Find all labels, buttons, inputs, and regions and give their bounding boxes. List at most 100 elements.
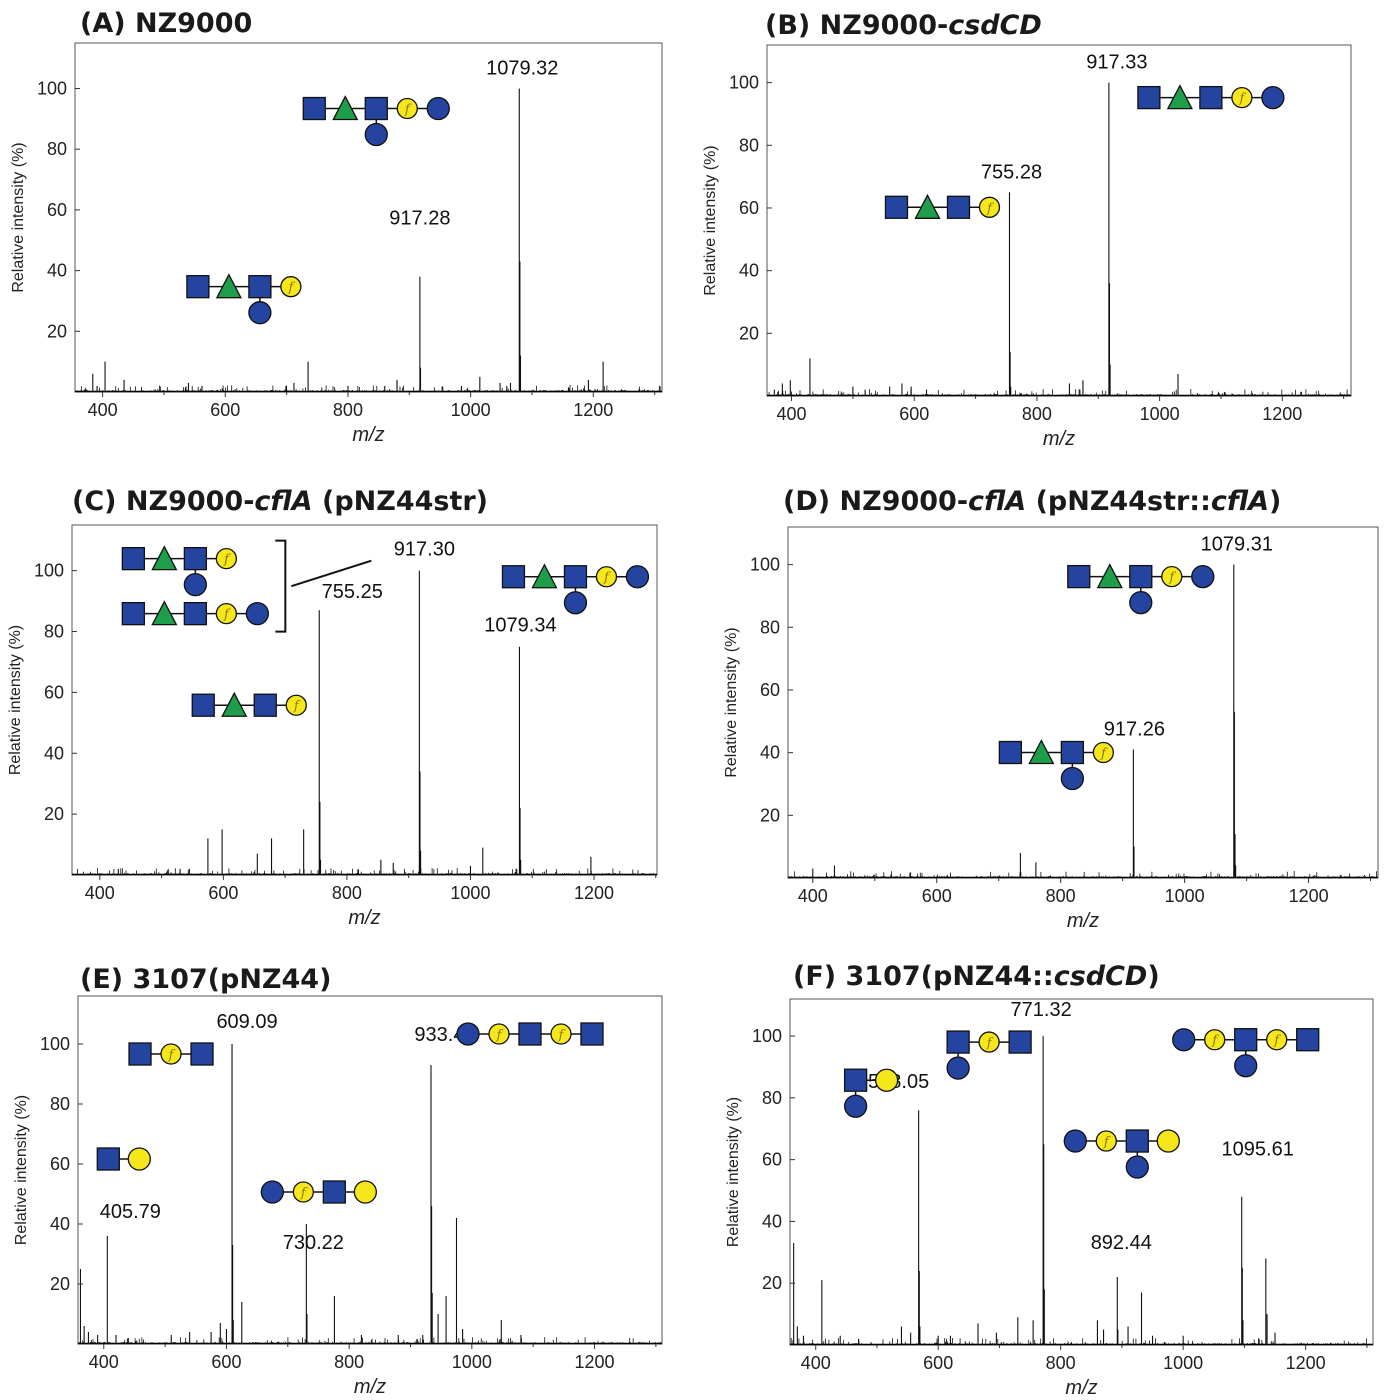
peak-mz-label: 730.22 (283, 1232, 344, 1254)
y-tick-label: 100 (34, 561, 64, 581)
y-tick-label: 100 (729, 73, 759, 93)
furanose-f-label: f (1100, 747, 1108, 762)
glycan-structure: f (501, 563, 650, 615)
x-tick-label: 400 (88, 400, 118, 420)
fucose-triangle-icon (151, 600, 178, 626)
furanose-circle-icon (160, 1043, 182, 1065)
glcnac-square-icon (248, 275, 272, 299)
glcnac-square-icon (1067, 564, 1091, 589)
x-tick-label: 600 (923, 1353, 953, 1373)
blue-circle-icon (1261, 85, 1285, 110)
x-axis-label: m/z (1065, 1377, 1097, 1399)
y-tick-label: 20 (739, 323, 759, 343)
furanose-circle-icon (1161, 565, 1183, 588)
x-tick-label: 600 (211, 1352, 241, 1372)
x-tick-label: 600 (210, 400, 240, 420)
glycan-structure: f (1063, 1129, 1180, 1179)
glcnac-square-icon (364, 96, 388, 121)
x-tick-label: 400 (801, 1353, 831, 1373)
x-axis-label: m/z (352, 424, 384, 446)
furanose-f-label: f (558, 1028, 566, 1043)
panel-title: (D) NZ9000-cflA (pNZ44str::cflA) (783, 486, 1281, 517)
glcnac-square-icon (128, 1042, 152, 1066)
peak-mz-label: 917.28 (389, 208, 450, 230)
y-tick-label: 40 (760, 743, 780, 763)
fucose-triangle-icon (151, 545, 178, 571)
furanose-f-label: f (1238, 92, 1246, 107)
y-axis-label: Relative intensity (%) (10, 142, 27, 292)
glycan-structure: f (186, 273, 302, 325)
y-tick-label: 60 (47, 200, 67, 220)
y-tick-label: 40 (47, 261, 67, 281)
y-tick-label: 100 (750, 555, 780, 575)
yellow-circle-icon (1156, 1129, 1180, 1153)
x-tick-label: 400 (798, 886, 828, 906)
furanose-circle-icon (1266, 1029, 1288, 1051)
furanose-f-label: f (986, 1036, 994, 1051)
glycan-structure (843, 1068, 899, 1118)
peak-mz-label: 1079.32 (486, 58, 558, 80)
x-tick-label: 1200 (574, 883, 614, 903)
furanose-circle-icon (215, 603, 238, 625)
plot-frame (74, 42, 663, 393)
fucose-triangle-icon (1166, 84, 1193, 110)
peak-mz-label: 1079.31 (1201, 534, 1273, 556)
glycan-structure: f (1067, 563, 1215, 615)
furanose-circle-icon (285, 694, 307, 716)
x-tick-label: 1200 (574, 1352, 614, 1372)
y-tick-label: 60 (762, 1150, 782, 1170)
fucose-triangle-icon (1028, 739, 1055, 765)
glcnac-square-icon (121, 547, 146, 571)
x-tick-label: 1000 (450, 883, 490, 903)
furanose-f-label: f (1103, 1135, 1111, 1150)
furanose-circle-icon (1204, 1029, 1226, 1051)
x-tick-label: 600 (922, 886, 952, 906)
furanose-f-label: f (404, 103, 412, 118)
y-axis-label: Relative intensity (%) (13, 1095, 30, 1245)
glycan-structure: f (191, 691, 307, 717)
glycan-structure: f (1137, 84, 1285, 110)
glcnac-square-icon (96, 1147, 120, 1171)
panel-d: (D) NZ9000-cflA (pNZ44str::cflA)400 600 80… (723, 486, 1379, 932)
x-tick-label: 800 (333, 400, 363, 420)
furanose-circle-icon (1092, 741, 1115, 764)
glcnac-square-icon (183, 547, 208, 571)
furanose-f-label: f (986, 201, 994, 216)
peak-mz-label: 1095.61 (1222, 1139, 1294, 1161)
glcnac-square-icon (501, 565, 526, 589)
panel-c: (C) NZ9000-cflA (pNZ44str) 400 600 800 1000 1… (7, 486, 658, 929)
blue-circle-icon (1129, 590, 1153, 615)
y-tick-label: 60 (739, 198, 759, 218)
glcnac-square-icon (183, 602, 208, 626)
fucose-triangle-icon (914, 193, 941, 219)
glcnac-square-icon (190, 1042, 214, 1066)
blue-circle-icon (1060, 766, 1085, 791)
furanose-f-label: f (168, 1048, 176, 1063)
x-tick-label: 800 (332, 883, 362, 903)
blue-circle-icon (364, 122, 388, 147)
x-tick-label: 600 (899, 404, 929, 424)
blue-circle-icon (1063, 1129, 1087, 1153)
glycan-structure: f (260, 1180, 377, 1204)
structure-bracket (275, 539, 287, 633)
glycan-structure: f (121, 545, 238, 597)
x-axis-label: m/z (1043, 428, 1075, 450)
peak-mz-label: 1079.34 (484, 615, 556, 637)
blue-circle-icon (248, 301, 272, 325)
x-tick-label: 1000 (1165, 886, 1205, 906)
furanose-circle-icon (396, 97, 418, 120)
blue-circle-icon (260, 1180, 284, 1204)
y-tick-label: 40 (762, 1211, 782, 1231)
peak-mz-label: 609.09 (216, 1011, 277, 1033)
glycan-structure: f (884, 193, 1001, 219)
glcnac-square-icon (518, 1022, 542, 1046)
yellow-circle-icon (353, 1180, 377, 1204)
x-tick-label: 1000 (452, 1352, 492, 1372)
furanose-f-label: f (1211, 1034, 1219, 1049)
x-tick-label: 1200 (1286, 1353, 1326, 1373)
furanose-circle-icon (595, 566, 618, 588)
blue-circle-icon (563, 591, 588, 615)
blue-circle-icon (426, 96, 450, 121)
glcnac-square-icon (253, 693, 277, 717)
